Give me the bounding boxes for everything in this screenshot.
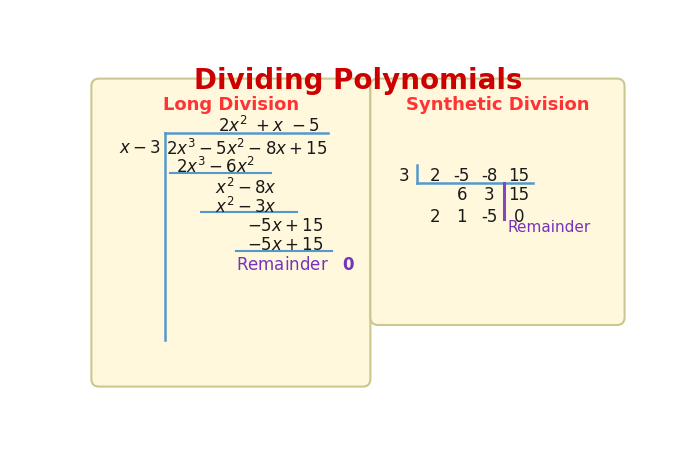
Text: $x^2-3x$: $x^2-3x$: [216, 197, 277, 217]
Text: 3: 3: [484, 186, 494, 204]
Text: 1: 1: [456, 208, 467, 226]
Text: -5: -5: [481, 208, 497, 226]
Text: $2x^3-6x^2$: $2x^3-6x^2$: [176, 157, 255, 177]
Text: 15: 15: [509, 167, 530, 185]
Text: $x^2-8x$: $x^2-8x$: [216, 178, 277, 198]
Text: $-5x+15$: $-5x+15$: [247, 236, 323, 254]
FancyBboxPatch shape: [92, 79, 370, 386]
Text: -8: -8: [481, 167, 497, 185]
Text: 3: 3: [398, 167, 409, 185]
Text: 6: 6: [456, 186, 467, 204]
Text: Long Division: Long Division: [163, 96, 299, 113]
Text: Synthetic Division: Synthetic Division: [406, 96, 589, 113]
Text: $2x^2\ +x\ -5$: $2x^2\ +x\ -5$: [218, 115, 320, 136]
Text: 2: 2: [429, 208, 440, 226]
Text: $-5x+15$: $-5x+15$: [247, 217, 323, 235]
Text: $x-3$: $x-3$: [119, 139, 161, 157]
Text: 15: 15: [509, 186, 530, 204]
Text: $2x^3-5x^2-8x+15$: $2x^3-5x^2-8x+15$: [166, 139, 327, 159]
Text: 2: 2: [429, 167, 440, 185]
FancyBboxPatch shape: [370, 79, 624, 325]
Text: -5: -5: [454, 167, 470, 185]
Text: Remainder: Remainder: [508, 219, 591, 234]
Text: Remainder   $\mathbf{0}$: Remainder $\mathbf{0}$: [237, 257, 356, 274]
Text: 0: 0: [514, 208, 524, 226]
Text: Dividing Polynomials: Dividing Polynomials: [195, 67, 523, 95]
